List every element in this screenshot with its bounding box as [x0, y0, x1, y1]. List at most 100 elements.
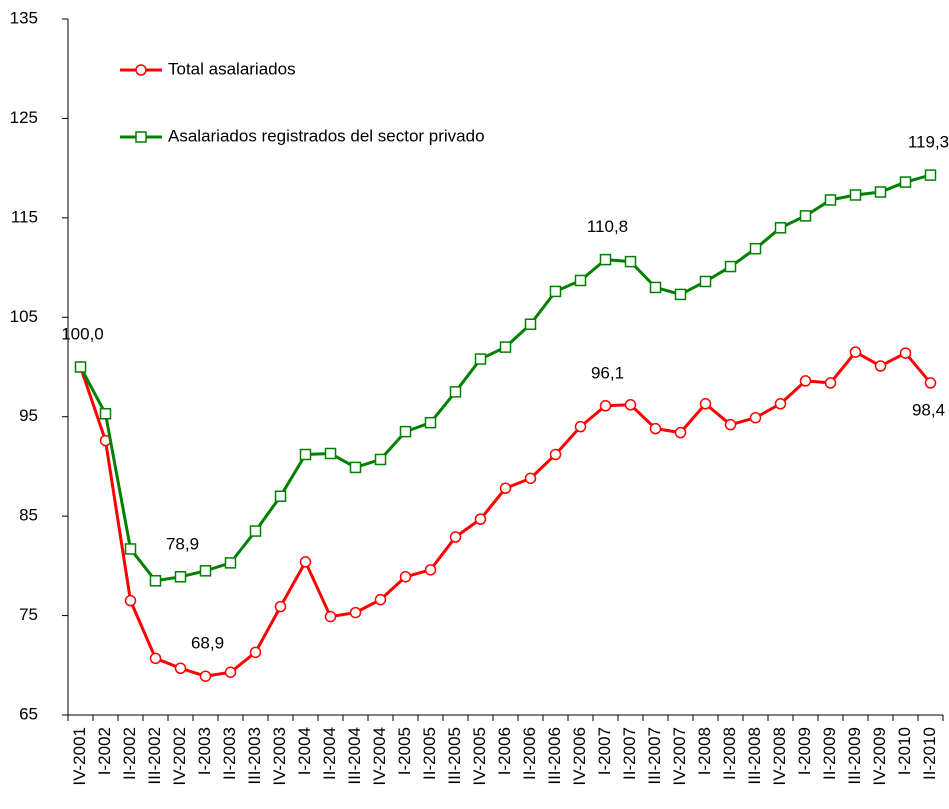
point-marker — [799, 210, 812, 222]
point-marker — [724, 260, 737, 273]
x-tick-label: IV-2002 — [170, 727, 189, 786]
x-tick-label: III-2003 — [245, 727, 264, 785]
point-marker — [224, 557, 237, 569]
y-tick-label: 95 — [19, 406, 38, 425]
point-marker — [274, 490, 287, 503]
point-marker — [799, 375, 812, 387]
point-marker — [249, 525, 262, 537]
x-tick-label: IV-2001 — [70, 727, 89, 786]
point-marker — [599, 400, 612, 412]
x-tick-label: II-2010 — [920, 727, 939, 780]
point-marker — [574, 274, 587, 287]
x-tick-label: I-2010 — [895, 727, 914, 775]
y-tick-label: 105 — [10, 307, 38, 326]
x-tick-label: IV-2005 — [470, 727, 489, 786]
point-marker — [924, 169, 937, 181]
point-marker — [199, 670, 212, 682]
point-marker — [324, 610, 337, 623]
point-marker — [624, 255, 637, 268]
point-marker — [299, 556, 312, 568]
point-marker — [749, 411, 762, 424]
data-label: 119,3 — [908, 133, 949, 152]
x-tick-label: I-2009 — [795, 727, 814, 775]
x-tick-label: IV-2004 — [370, 727, 389, 786]
point-marker — [349, 461, 362, 474]
data-label: 98,4 — [912, 400, 945, 419]
x-tick-label: II-2003 — [220, 727, 239, 780]
data-label: 96,1 — [591, 363, 624, 382]
point-marker — [549, 448, 562, 461]
point-marker — [274, 600, 287, 613]
x-tick-label: I-2008 — [695, 727, 714, 775]
x-tick-label: IV-2006 — [570, 727, 589, 786]
x-tick-label: IV-2009 — [870, 727, 889, 786]
y-tick-label: 75 — [19, 605, 38, 624]
x-tick-label: III-2006 — [545, 727, 564, 785]
legend-label: Total asalariados — [168, 59, 296, 78]
point-marker — [774, 222, 787, 234]
legend-marker — [135, 64, 147, 76]
x-tick-label: I-2005 — [395, 727, 414, 775]
point-marker — [174, 571, 187, 583]
point-marker — [874, 360, 887, 372]
point-marker — [774, 398, 787, 410]
point-marker — [899, 347, 912, 359]
point-marker — [149, 652, 162, 665]
point-marker — [399, 425, 412, 438]
point-marker — [374, 453, 387, 466]
point-marker — [699, 398, 712, 410]
x-tick-label: I-2006 — [495, 727, 514, 775]
point-marker — [574, 420, 587, 433]
y-tick-label: 135 — [10, 8, 38, 27]
point-marker — [324, 447, 337, 460]
point-marker — [124, 594, 137, 607]
x-tick-label: I-2004 — [295, 727, 314, 775]
x-tick-label: III-2002 — [145, 727, 164, 785]
x-tick-label: III-2009 — [845, 727, 864, 785]
point-marker — [224, 666, 237, 678]
x-tick-label: III-2004 — [345, 727, 364, 785]
point-marker — [599, 253, 612, 266]
point-marker — [424, 416, 437, 429]
series-line — [79, 350, 932, 678]
point-marker — [649, 422, 662, 435]
point-marker — [124, 543, 137, 555]
point-marker — [874, 186, 887, 198]
x-tick-label: I-2003 — [195, 727, 214, 775]
x-tick-label: IV-2003 — [270, 727, 289, 786]
point-marker — [674, 288, 687, 301]
point-marker — [849, 189, 862, 201]
point-marker — [849, 346, 862, 358]
point-marker — [524, 318, 537, 330]
point-marker — [674, 426, 687, 439]
data-label: 110,8 — [587, 217, 628, 236]
y-tick-label: 85 — [19, 506, 38, 525]
y-tick-label: 125 — [10, 108, 38, 127]
x-tick-label: IV-2007 — [670, 727, 689, 786]
point-marker — [749, 242, 762, 255]
point-marker — [474, 353, 487, 365]
point-marker — [199, 565, 212, 577]
point-marker — [449, 386, 462, 398]
x-tick-label: II-2008 — [720, 727, 739, 780]
data-label: 68,9 — [191, 634, 224, 653]
point-marker — [724, 418, 737, 431]
point-marker — [499, 482, 512, 495]
x-tick-label: I-2007 — [595, 727, 614, 775]
point-marker — [474, 513, 487, 525]
point-marker — [549, 285, 562, 298]
data-label: 78,9 — [166, 534, 199, 553]
legend-marker — [135, 131, 147, 143]
point-marker — [524, 472, 537, 485]
point-marker — [349, 606, 362, 619]
point-marker — [649, 281, 662, 294]
x-tick-label: II-2005 — [420, 727, 439, 780]
x-tick-label: II-2009 — [820, 727, 839, 780]
legend-label: Asalariados registrados del sector priva… — [168, 126, 485, 145]
point-marker — [74, 361, 87, 373]
point-marker — [699, 275, 712, 288]
point-marker — [149, 575, 162, 587]
point-marker — [99, 407, 112, 420]
point-marker — [424, 564, 437, 576]
